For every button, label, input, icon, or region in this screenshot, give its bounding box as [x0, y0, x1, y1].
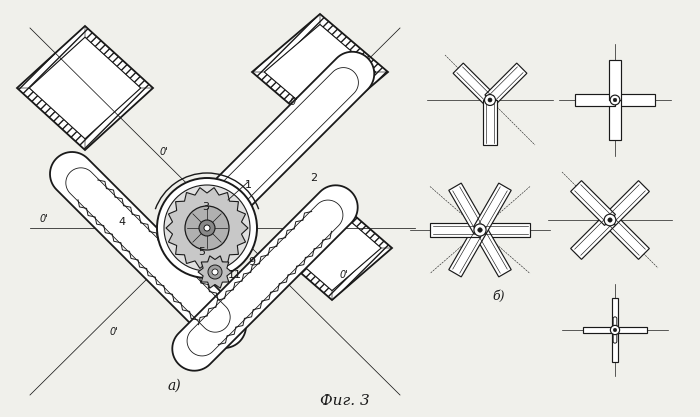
Text: 0': 0'	[110, 327, 119, 337]
Polygon shape	[605, 215, 650, 259]
Text: 2: 2	[310, 173, 317, 183]
Circle shape	[185, 206, 229, 250]
Polygon shape	[615, 327, 648, 333]
Text: б): б)	[492, 290, 505, 303]
Circle shape	[610, 325, 620, 334]
Polygon shape	[283, 205, 382, 291]
Polygon shape	[453, 63, 495, 105]
Polygon shape	[430, 223, 480, 237]
Polygon shape	[608, 100, 622, 140]
Text: Фиг. 3: Фиг. 3	[320, 394, 370, 408]
Polygon shape	[17, 26, 153, 150]
Text: а): а)	[168, 379, 181, 393]
Circle shape	[608, 218, 612, 222]
Circle shape	[204, 225, 210, 231]
Polygon shape	[612, 298, 618, 330]
Polygon shape	[582, 327, 615, 333]
Polygon shape	[480, 223, 530, 237]
Text: 1: 1	[245, 180, 252, 190]
Polygon shape	[198, 256, 232, 288]
Polygon shape	[166, 188, 248, 269]
Text: 11: 11	[228, 270, 242, 280]
Polygon shape	[608, 60, 622, 100]
Polygon shape	[483, 100, 497, 145]
Polygon shape	[182, 52, 374, 244]
Circle shape	[199, 220, 215, 236]
Circle shape	[604, 214, 616, 226]
Polygon shape	[570, 215, 615, 259]
Circle shape	[488, 98, 492, 102]
Polygon shape	[474, 226, 511, 277]
Polygon shape	[612, 330, 618, 362]
Circle shape	[484, 95, 496, 106]
Circle shape	[478, 228, 482, 232]
Polygon shape	[615, 93, 655, 106]
Circle shape	[474, 224, 486, 236]
Polygon shape	[172, 185, 358, 371]
Text: 9: 9	[248, 257, 255, 267]
Polygon shape	[272, 196, 392, 300]
Text: 4: 4	[118, 217, 125, 227]
Circle shape	[610, 95, 620, 105]
Polygon shape	[575, 93, 615, 106]
Circle shape	[208, 265, 222, 279]
Text: 0': 0'	[160, 147, 169, 157]
Polygon shape	[449, 226, 486, 277]
Circle shape	[212, 269, 218, 275]
Polygon shape	[570, 181, 615, 226]
Text: 0': 0'	[290, 97, 299, 107]
Polygon shape	[474, 183, 511, 234]
Text: 5: 5	[198, 247, 205, 257]
Polygon shape	[252, 14, 388, 130]
Text: 0': 0'	[340, 270, 349, 280]
Polygon shape	[605, 181, 650, 226]
Text: 0': 0'	[40, 214, 49, 224]
Circle shape	[157, 178, 257, 278]
Polygon shape	[29, 37, 141, 139]
Polygon shape	[485, 63, 527, 105]
Circle shape	[613, 328, 617, 332]
Text: 3: 3	[202, 202, 209, 212]
Polygon shape	[449, 183, 486, 234]
Circle shape	[613, 98, 617, 102]
Polygon shape	[50, 152, 246, 348]
Circle shape	[164, 185, 250, 271]
Polygon shape	[613, 317, 617, 343]
Polygon shape	[264, 25, 376, 120]
